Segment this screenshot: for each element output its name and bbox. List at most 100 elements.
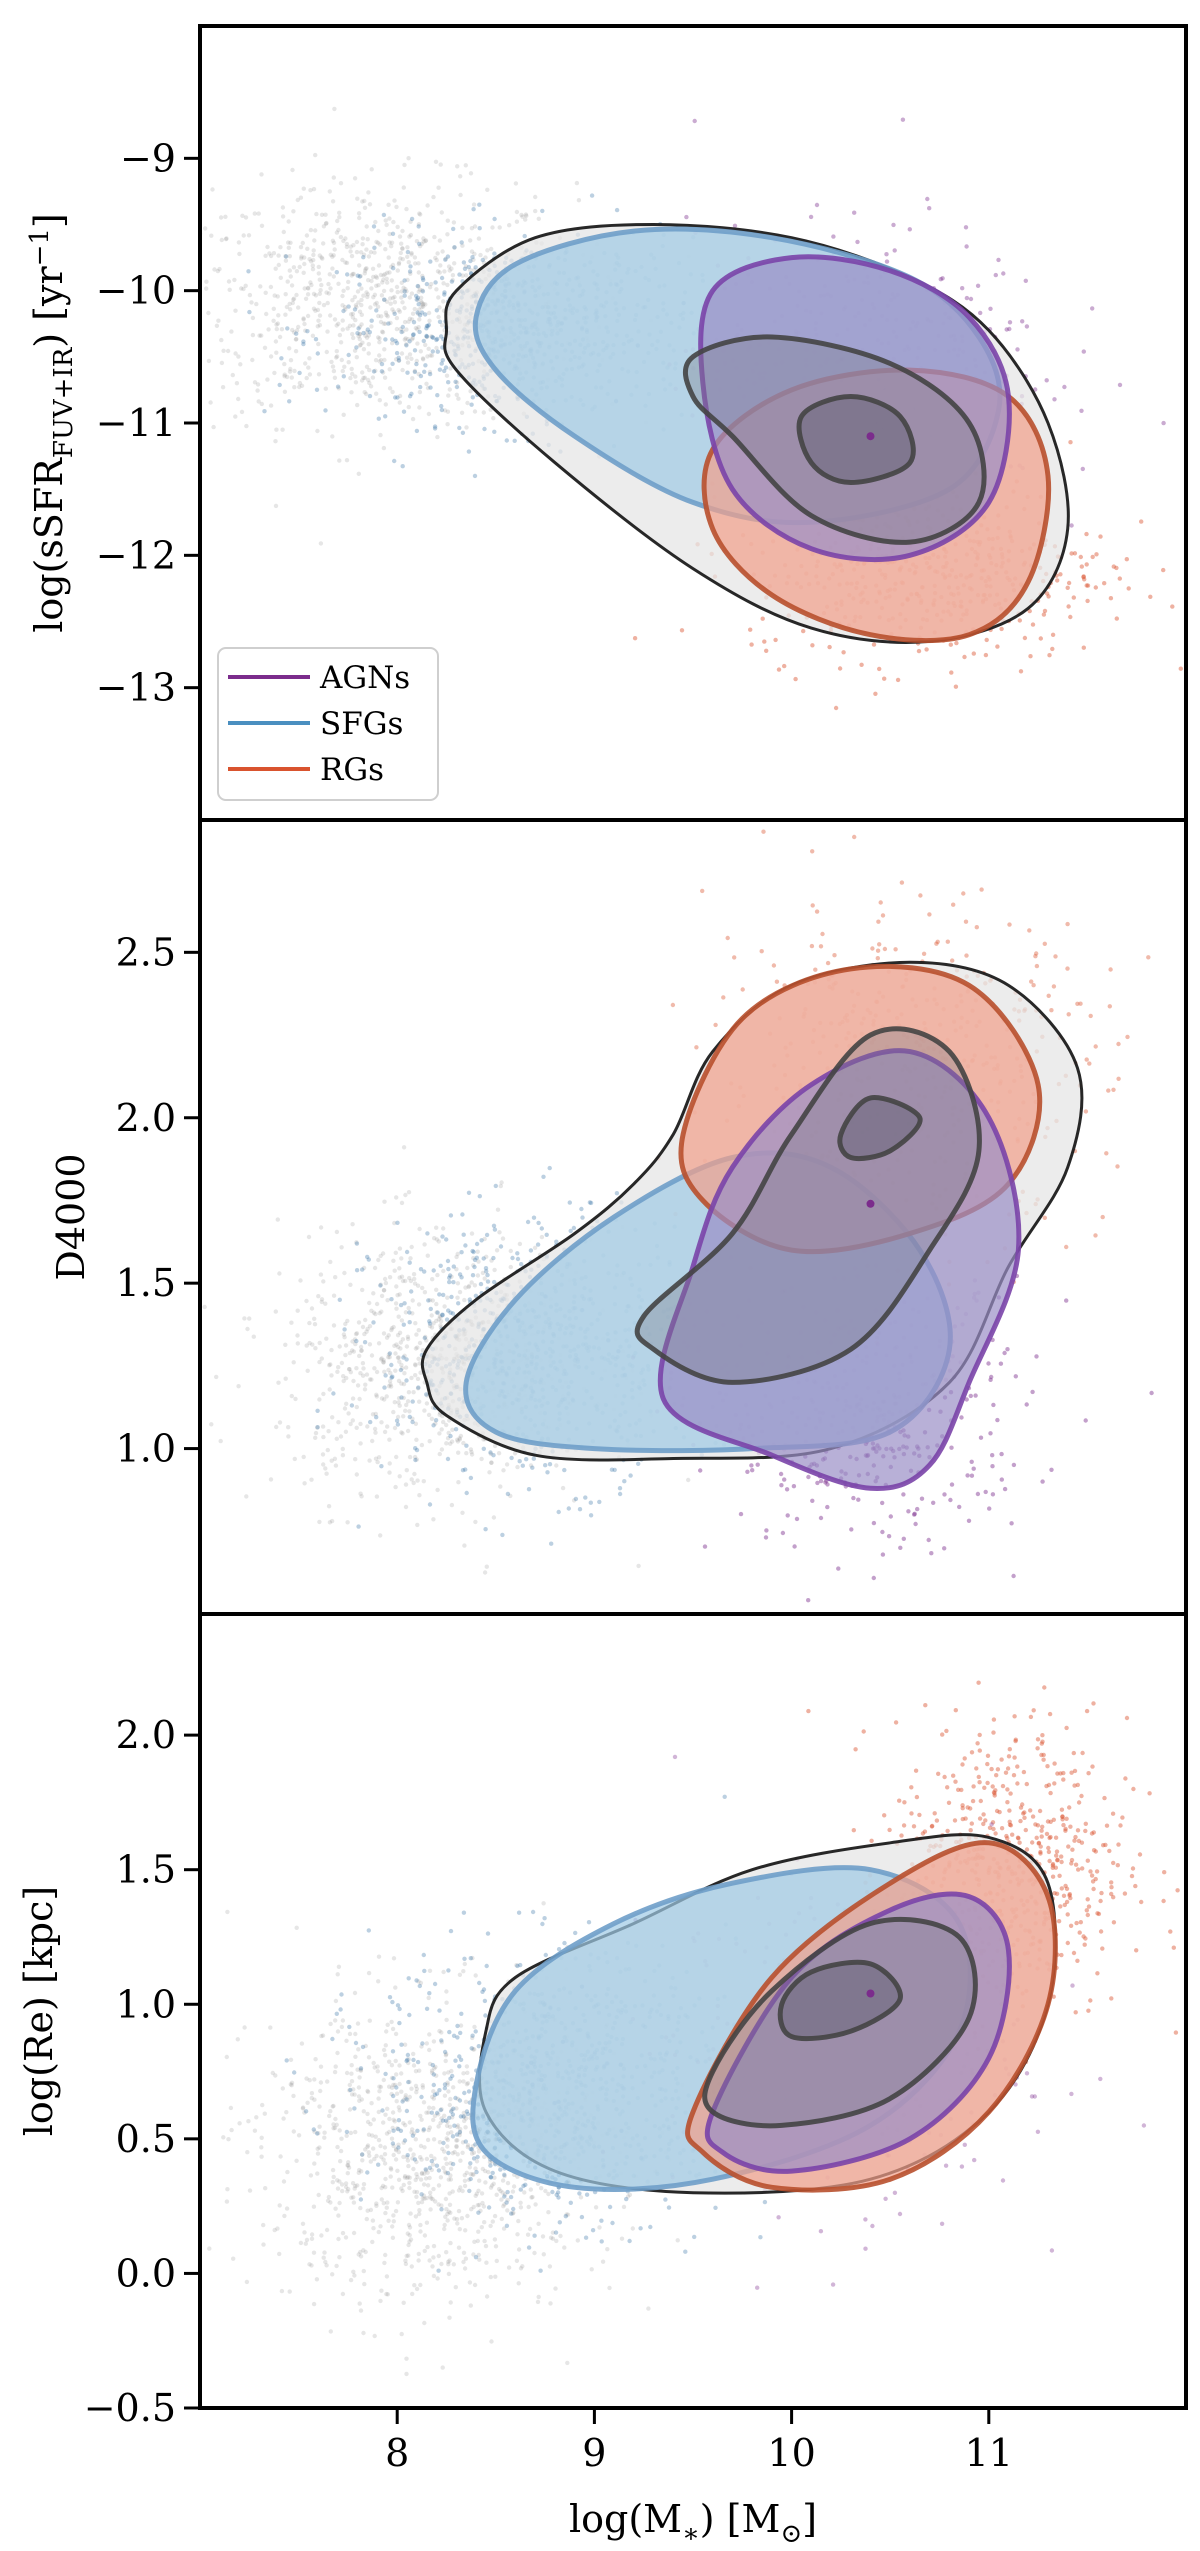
scatter-point: [460, 225, 465, 230]
scatter-point: [460, 1468, 466, 1473]
scatter-point: [247, 292, 253, 298]
scatter-point: [1011, 1462, 1017, 1468]
scatter-point: [209, 233, 214, 238]
scatter-point: [451, 220, 457, 225]
scatter-point: [395, 224, 400, 230]
scatter-point: [239, 409, 245, 415]
scatter-point: [381, 321, 386, 326]
scatter-point: [313, 1346, 318, 1351]
scatter-point: [396, 358, 402, 363]
scatter-point: [539, 1234, 545, 1240]
scatter-point: [478, 1281, 484, 1287]
scatter-point: [443, 2171, 449, 2176]
scatter-point: [301, 186, 306, 191]
scatter-point: [471, 1249, 476, 1255]
scatter-point: [760, 616, 765, 621]
scatter-point: [184, 279, 188, 283]
scatter-point: [461, 1440, 466, 1446]
scatter-point: [427, 1298, 433, 1303]
scatter-point: [307, 356, 312, 361]
scatter-point: [378, 1253, 383, 1259]
scatter-point: [400, 257, 405, 262]
scatter-point: [916, 648, 922, 654]
scatter-point: [470, 1248, 475, 1254]
scatter-point: [490, 225, 495, 230]
scatter-point: [1117, 382, 1123, 388]
scatter-point: [394, 315, 400, 321]
scatter-point: [473, 1519, 478, 1525]
scatter-point: [396, 358, 402, 363]
scatter-point: [420, 1285, 425, 1291]
scatter-point: [420, 288, 425, 293]
scatter-point: [317, 277, 322, 282]
scatter-point: [387, 1470, 392, 1475]
scatter-point: [539, 1226, 544, 1231]
scatter-point: [408, 232, 414, 238]
scatter-point: [429, 281, 434, 287]
scatter-point: [458, 174, 463, 179]
scatter-point: [455, 1439, 461, 1444]
scatter-point: [484, 1254, 489, 1260]
scatter-point: [446, 380, 451, 385]
scatter-point: [349, 1348, 355, 1353]
scatter-point: [372, 292, 378, 297]
scatter-point: [239, 286, 244, 291]
scatter-point: [317, 291, 322, 296]
scatter-point: [294, 328, 300, 333]
scatter-point: [421, 239, 426, 244]
scatter-point: [355, 196, 360, 201]
scatter-point: [271, 251, 277, 256]
scatter-point: [460, 1510, 465, 1516]
scatter-point: [388, 301, 393, 306]
scatter-point: [219, 337, 224, 343]
scatter-point: [419, 2044, 424, 2049]
scatter-point: [256, 211, 261, 216]
scatter-point: [343, 1352, 348, 1358]
scatter-point: [420, 273, 425, 279]
scatter-point: [313, 293, 319, 298]
scatter-point: [357, 343, 363, 348]
scatter-point: [364, 224, 369, 229]
scatter-point: [313, 337, 319, 342]
scatter-point: [329, 1458, 334, 1463]
scatter-point: [364, 364, 370, 369]
scatter-point: [352, 348, 358, 353]
scatter-point: [285, 2169, 290, 2175]
scatter-point: [485, 248, 490, 253]
scatter-point: [424, 1401, 430, 1406]
scatter-point: [507, 223, 512, 228]
scatter-point: [464, 1443, 469, 1448]
scatter-point: [235, 2037, 240, 2042]
scatter-point: [407, 2225, 413, 2230]
scatter-point: [389, 2136, 395, 2141]
scatter-point: [354, 1472, 359, 1477]
scatter-point: [371, 1320, 376, 1325]
scatter-point: [384, 1394, 389, 1399]
scatter-point: [337, 332, 343, 338]
scatter-point: [423, 302, 428, 307]
scatter-point: [392, 1400, 397, 1405]
scatter-point: [400, 246, 405, 251]
scatter-point: [780, 1530, 786, 1536]
scatter-point: [341, 1332, 347, 1337]
scatter-point: [430, 1405, 436, 1410]
scatter-point: [492, 1279, 497, 1285]
scatter-point: [309, 282, 314, 288]
scatter-point: [294, 331, 299, 336]
scatter-point: [334, 230, 340, 235]
scatter-point: [451, 1280, 456, 1285]
scatter-point: [403, 336, 408, 341]
scatter-point: [367, 1324, 373, 1329]
scatter-point: [403, 287, 408, 292]
scatter-point: [416, 1356, 421, 1362]
scatter-point: [469, 1452, 475, 1457]
scatter-point: [273, 2073, 278, 2078]
scatter-point: [383, 218, 388, 223]
scatter-point: [547, 1462, 553, 1467]
scatter-point: [361, 255, 366, 260]
scatter-point: [369, 1377, 374, 1382]
scatter-point: [372, 250, 377, 255]
scatter-point: [515, 1464, 520, 1470]
scatter-point: [298, 195, 304, 200]
